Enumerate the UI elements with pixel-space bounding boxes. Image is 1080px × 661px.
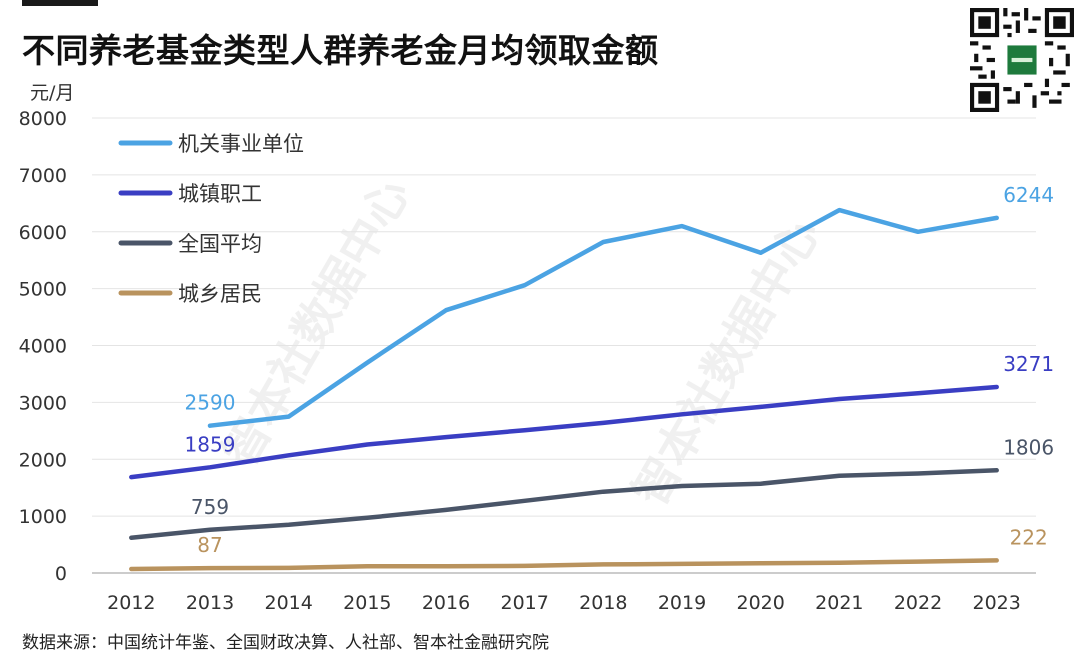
- legend-label: 城镇职工: [178, 182, 262, 206]
- data-label: 222: [1010, 525, 1048, 549]
- series-line-城乡居民: [129, 558, 999, 572]
- x-tick-label: 2019: [658, 592, 706, 614]
- data-label: 759: [191, 495, 229, 519]
- data-label: 6244: [1003, 183, 1054, 207]
- x-tick-label: 2014: [264, 592, 312, 614]
- top-accent-bar: [22, 0, 98, 6]
- y-tick-label: 5000: [19, 279, 67, 301]
- data-source-note: 数据来源：中国统计年鉴、全国财政决算、人社部、智本社金融研究院: [22, 633, 549, 653]
- x-tick-label: 2012: [107, 592, 155, 614]
- x-tick-label: 2022: [894, 592, 942, 614]
- y-tick-label: 3000: [19, 392, 67, 414]
- y-tick-label: 6000: [19, 222, 67, 244]
- x-tick-label: 2021: [815, 592, 863, 614]
- x-tick-label: 2016: [422, 592, 470, 614]
- y-tick-label: 4000: [19, 336, 67, 358]
- series-line-机关事业单位: [207, 207, 999, 428]
- y-tick-label: 0: [55, 563, 67, 585]
- watermark-text-1: 智本社数据中心: [622, 209, 830, 515]
- x-tick-label: 2020: [736, 592, 784, 614]
- data-label: 1859: [185, 432, 236, 456]
- data-label: 1806: [1003, 435, 1054, 459]
- y-tick-label: 2000: [19, 449, 67, 471]
- legend-label: 城乡居民: [178, 282, 262, 306]
- qr-code-icon: [970, 8, 1074, 112]
- legend-label: 机关事业单位: [178, 132, 304, 156]
- data-label: 3271: [1003, 352, 1054, 376]
- x-tick-label: 2017: [500, 592, 548, 614]
- y-tick-label: 1000: [19, 506, 67, 528]
- y-axis-unit-label: 元/月: [30, 82, 75, 104]
- x-tick-label: 2015: [343, 592, 391, 614]
- series-line-全国平均: [129, 468, 999, 540]
- legend-label: 全国平均: [178, 232, 262, 256]
- x-tick-label: 2018: [579, 592, 627, 614]
- series-line-城镇职工: [129, 384, 999, 480]
- y-tick-label: 7000: [19, 165, 67, 187]
- x-tick-label: 2013: [186, 592, 234, 614]
- data-label: 2590: [185, 391, 236, 415]
- data-label: 87: [197, 533, 222, 557]
- y-tick-label: 8000: [19, 108, 67, 130]
- watermark-text-0: 智本社数据中心: [212, 169, 420, 475]
- chart-title: 不同养老基金类型人群养老金月均领取金额: [22, 31, 659, 70]
- x-tick-label: 2023: [972, 592, 1020, 614]
